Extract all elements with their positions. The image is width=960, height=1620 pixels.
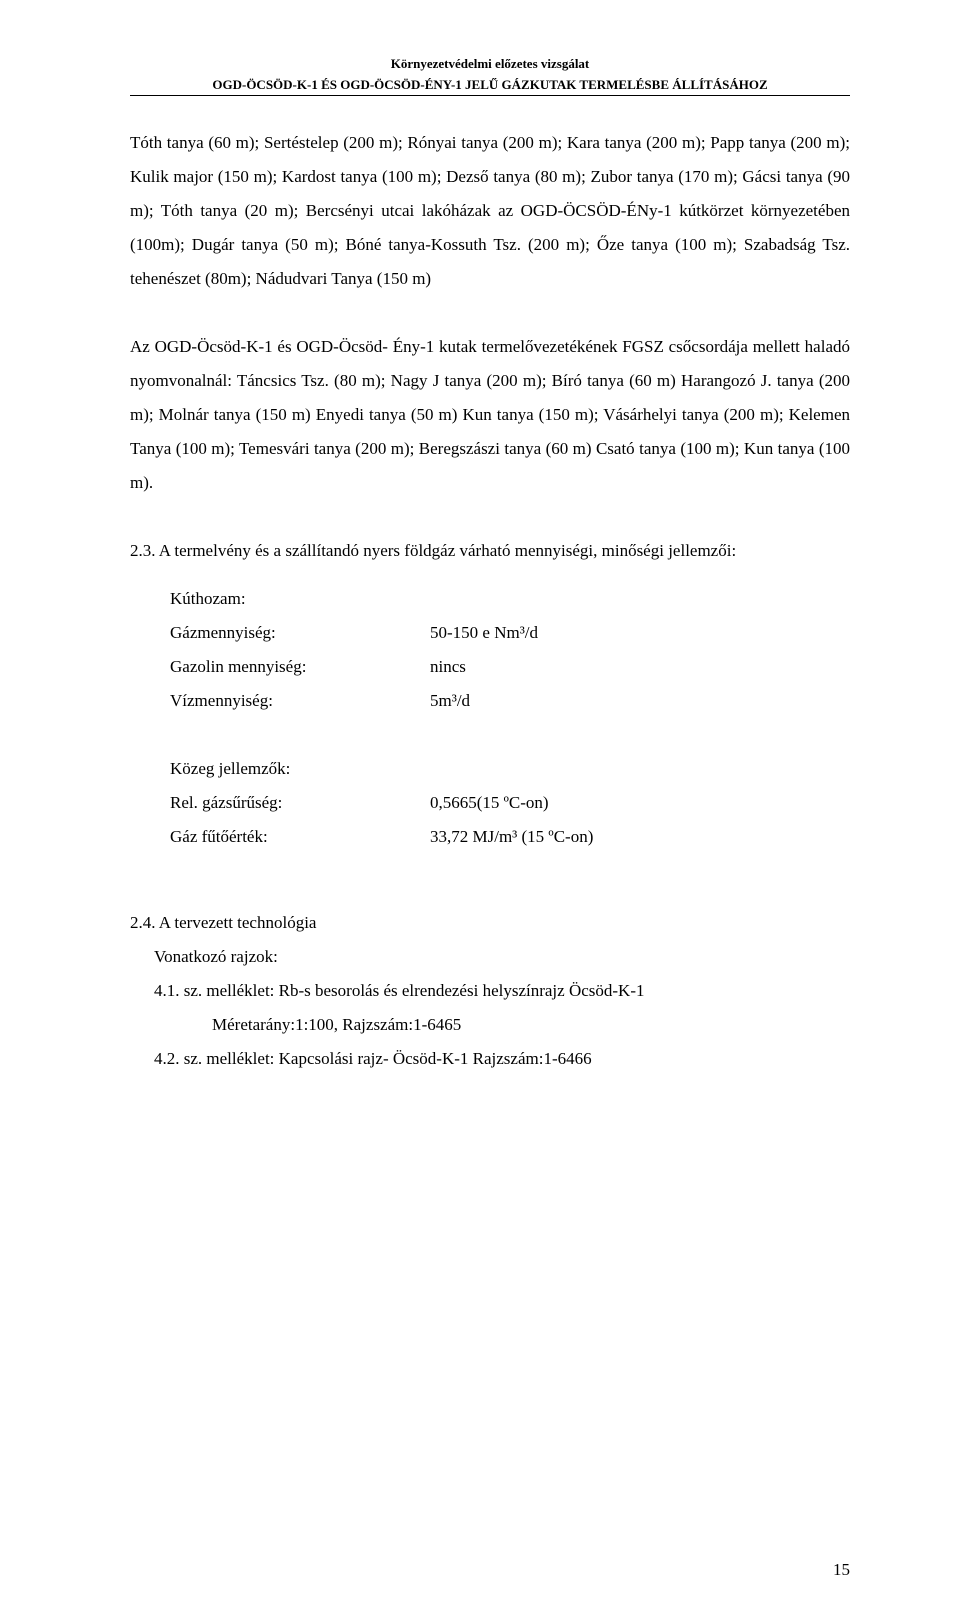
row-value: 5m³/d	[430, 684, 850, 718]
table-row: Rel. gázsűrűség: 0,5665(15 ºC-on)	[170, 786, 850, 820]
header-line-2: OGD-ÖCSÖD-K-1 ÉS OGD-ÖCSÖD-ÉNY-1 JELŰ GÁ…	[130, 77, 850, 96]
paragraph-1: Tóth tanya (60 m); Sertéstelep (200 m); …	[130, 126, 850, 296]
section-2-3-title: 2.3. A termelvény és a szállítandó nyers…	[130, 534, 850, 568]
para-2-list: Táncsics Tsz. (80 m); Nagy J tanya (200 …	[130, 371, 850, 492]
row-label: Gazolin mennyiség:	[170, 650, 430, 684]
body: Tóth tanya (60 m); Sertéstelep (200 m); …	[130, 126, 850, 1076]
kuthozam-label: Kúthozam:	[170, 582, 850, 616]
attachment-item-1b: Méretarány:1:100, Rajzszám:1-6465	[212, 1008, 850, 1042]
page-header: Környezetvédelmi előzetes vizsgálat OGD-…	[130, 56, 850, 96]
row-value: 33,72 MJ/m³ (15 ºC-on)	[430, 820, 850, 854]
row-label: Rel. gázsűrűség:	[170, 786, 430, 820]
attachment-item-1: 4.1. sz. melléklet: Rb-s besorolás és el…	[154, 974, 850, 1008]
vonatkozo-label: Vonatkozó rajzok:	[154, 940, 850, 974]
section-2-4-title: 2.4. A tervezett technológia	[130, 906, 850, 940]
table-row: Vízmennyiség: 5m³/d	[170, 684, 850, 718]
kozeg-label: Közeg jellemzők:	[170, 752, 850, 786]
row-label: Gáz fűtőérték:	[170, 820, 430, 854]
page-number: 15	[833, 1560, 850, 1580]
table-row: Gázmennyiség: 50-150 e Nm³/d	[170, 616, 850, 650]
row-value: nincs	[430, 650, 850, 684]
row-label: Vízmennyiség:	[170, 684, 430, 718]
attachment-item-2: 4.2. sz. melléklet: Kapcsolási rajz- Öcs…	[154, 1042, 850, 1076]
kozeg-table: Rel. gázsűrűség: 0,5665(15 ºC-on) Gáz fű…	[170, 786, 850, 854]
hozam-table: Gázmennyiség: 50-150 e Nm³/d Gazolin men…	[170, 616, 850, 718]
row-value: 0,5665(15 ºC-on)	[430, 786, 850, 820]
table-row: Gazolin mennyiség: nincs	[170, 650, 850, 684]
row-value: 50-150 e Nm³/d	[430, 616, 850, 650]
row-label: Gázmennyiség:	[170, 616, 430, 650]
header-line-1: Környezetvédelmi előzetes vizsgálat	[130, 56, 850, 72]
paragraph-2: Az OGD-Öcsöd-K-1 és OGD-Öcsöd- Ény-1 kut…	[130, 330, 850, 500]
table-row: Gáz fűtőérték: 33,72 MJ/m³ (15 ºC-on)	[170, 820, 850, 854]
